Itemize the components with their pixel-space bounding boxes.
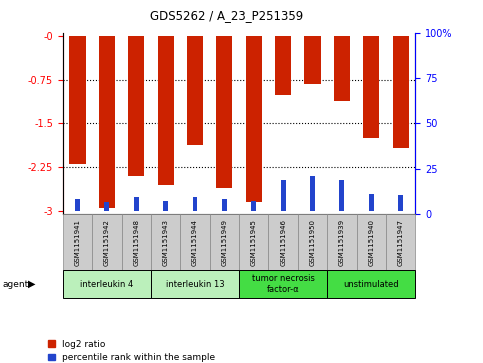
Text: GSM1151940: GSM1151940: [369, 219, 374, 266]
Bar: [251, 201, 256, 211]
Bar: [246, 36, 262, 203]
Text: GSM1151947: GSM1151947: [398, 219, 404, 266]
Bar: [304, 36, 321, 83]
Bar: [393, 36, 409, 148]
Bar: [99, 36, 115, 208]
Bar: [104, 203, 109, 211]
Bar: [363, 36, 379, 138]
Text: GSM1151942: GSM1151942: [104, 219, 110, 266]
Text: interleukin 4: interleukin 4: [80, 280, 133, 289]
Text: GSM1151939: GSM1151939: [339, 219, 345, 266]
Bar: [216, 36, 232, 188]
Text: interleukin 13: interleukin 13: [166, 280, 224, 289]
Text: GSM1151941: GSM1151941: [74, 219, 81, 266]
Text: GSM1151950: GSM1151950: [310, 219, 315, 266]
Text: ▶: ▶: [28, 279, 36, 289]
Bar: [163, 201, 168, 211]
Text: GSM1151943: GSM1151943: [163, 219, 169, 266]
Text: GDS5262 / A_23_P251359: GDS5262 / A_23_P251359: [150, 9, 304, 22]
Bar: [70, 36, 85, 164]
Bar: [334, 36, 350, 101]
Bar: [369, 194, 374, 211]
Text: GSM1151946: GSM1151946: [280, 219, 286, 266]
Text: agent: agent: [2, 280, 28, 289]
Bar: [340, 180, 344, 211]
Legend: log2 ratio, percentile rank within the sample: log2 ratio, percentile rank within the s…: [48, 340, 215, 362]
Bar: [134, 197, 139, 211]
Text: GSM1151948: GSM1151948: [133, 219, 139, 266]
Text: GSM1151944: GSM1151944: [192, 219, 198, 266]
Text: unstimulated: unstimulated: [343, 280, 399, 289]
Text: tumor necrosis
factor-α: tumor necrosis factor-α: [252, 274, 314, 294]
Text: GSM1151945: GSM1151945: [251, 219, 257, 266]
Bar: [157, 36, 174, 185]
Bar: [222, 199, 227, 211]
Bar: [398, 195, 403, 211]
Bar: [187, 36, 203, 145]
Bar: [310, 176, 315, 211]
Bar: [275, 36, 291, 95]
Bar: [281, 180, 285, 211]
Bar: [128, 36, 144, 176]
Text: GSM1151949: GSM1151949: [221, 219, 227, 266]
Bar: [75, 199, 80, 211]
Bar: [193, 197, 198, 211]
